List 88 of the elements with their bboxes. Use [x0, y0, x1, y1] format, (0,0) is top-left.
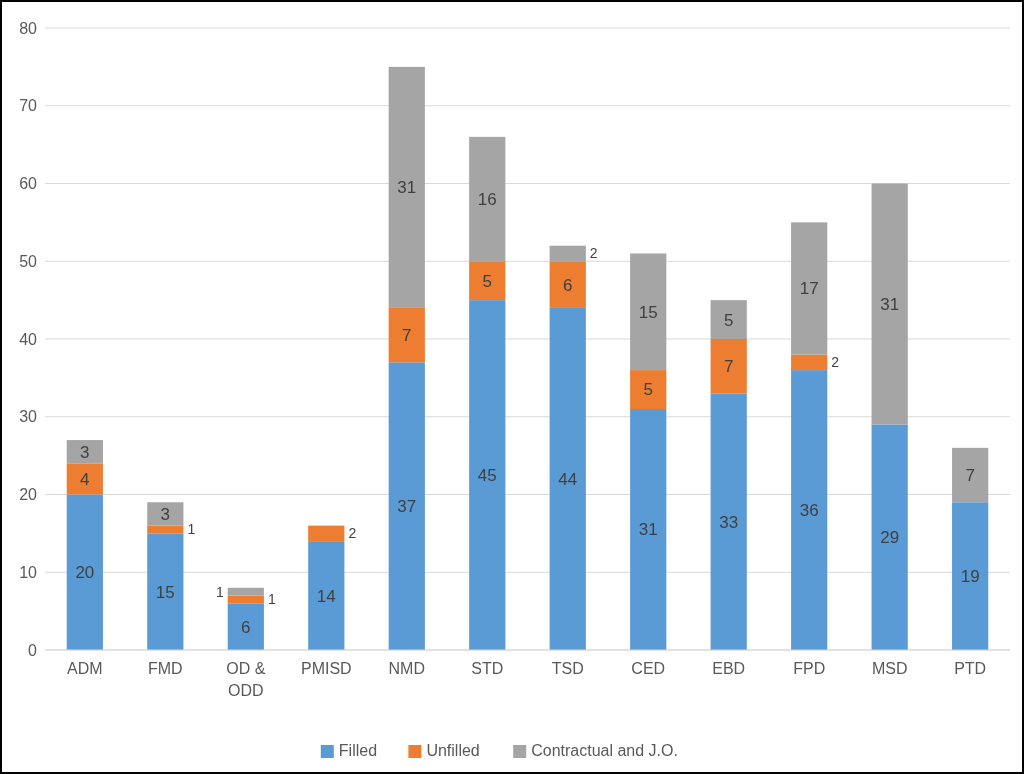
bar: [66, 494, 103, 650]
data-label: 37: [397, 497, 417, 517]
bar: [549, 261, 586, 308]
data-label: 29: [880, 528, 900, 548]
bar: [791, 370, 828, 650]
y-tick-label: 0: [28, 641, 38, 659]
y-tick-label: 70: [19, 97, 38, 115]
bar: [66, 440, 103, 464]
bar: [227, 587, 264, 596]
legend-label: Filled: [338, 742, 378, 759]
data-label: 7: [402, 326, 412, 346]
y-tick-label: 50: [19, 252, 38, 270]
data-label: 5: [723, 310, 734, 330]
bar: [308, 525, 345, 542]
data-label: 45: [477, 466, 497, 486]
bar: [952, 502, 989, 650]
bar: [147, 533, 184, 650]
y-tick-label: 10: [19, 563, 38, 581]
x-tick-label: EBD: [712, 660, 746, 677]
bar: [710, 339, 747, 394]
data-label: 33: [719, 512, 739, 532]
bar: [952, 447, 989, 503]
bar: [549, 307, 586, 650]
data-label: 19: [960, 567, 980, 587]
bar: [871, 183, 908, 425]
y-tick-label: 80: [19, 19, 38, 37]
bar: [630, 253, 667, 371]
data-label: 5: [643, 380, 653, 400]
bar: [147, 502, 184, 526]
bar: [630, 408, 667, 650]
data-label: 31: [880, 294, 900, 314]
data-label: 6: [563, 275, 573, 295]
bar: [469, 136, 506, 262]
x-tick-label: FMD: [148, 660, 183, 677]
bar: [469, 261, 506, 301]
x-tick-label: MSD: [871, 660, 908, 677]
data-label: 20: [75, 563, 95, 583]
y-tick-label: 20: [19, 486, 38, 504]
data-label: 6: [241, 617, 251, 637]
data-label: 14: [316, 586, 336, 606]
data-label: 1: [215, 583, 224, 600]
x-tick-label: NMD: [388, 660, 425, 677]
y-tick-label: 40: [19, 330, 38, 348]
data-label: 5: [482, 271, 492, 291]
data-label: 7: [965, 466, 975, 486]
data-label: 2: [831, 354, 840, 371]
y-tick-label: 30: [19, 408, 38, 426]
bar: [791, 354, 828, 371]
x-tick-label: OD & ODD: [226, 660, 266, 699]
data-label: 16: [477, 190, 497, 209]
x-tick-label: ADM: [67, 660, 103, 677]
bar: [710, 300, 747, 339]
x-tick-label: TSD: [551, 660, 584, 677]
data-label: 1: [267, 591, 276, 608]
legend-label: Contractual and J.O.: [531, 742, 678, 759]
y-tick-label: 60: [19, 175, 38, 193]
data-label: 3: [160, 504, 171, 524]
x-tick-label: CED: [631, 660, 666, 677]
data-label: 7: [723, 357, 734, 377]
x-tick-label: PMISD: [300, 660, 352, 677]
x-tick-label: FPD: [793, 660, 826, 677]
x-tick-label: STD: [471, 660, 504, 677]
data-label: 15: [638, 302, 658, 322]
bar: [227, 603, 264, 650]
bar: [791, 222, 828, 355]
bar: [388, 66, 425, 308]
data-label: 2: [348, 525, 357, 542]
data-label: 2: [589, 245, 598, 262]
bar: [630, 370, 667, 409]
bar: [66, 463, 103, 495]
bar: [469, 300, 506, 650]
legend-label: Unfilled: [426, 742, 480, 759]
data-label: 3: [80, 442, 90, 462]
data-label: 31: [397, 178, 417, 198]
data-label: 17: [799, 279, 819, 299]
data-label: 44: [558, 469, 578, 489]
bar: [388, 362, 425, 650]
data-label: 15: [155, 582, 175, 602]
bar: [871, 424, 908, 650]
data-label: 1: [187, 521, 196, 538]
data-label: 36: [799, 501, 819, 520]
x-tick-label: PTD: [954, 660, 987, 677]
bar: [388, 307, 425, 363]
bar: [710, 393, 747, 650]
bar: [549, 245, 586, 262]
bar: [308, 541, 345, 650]
data-label: 31: [638, 520, 658, 540]
data-label: 4: [80, 469, 90, 489]
